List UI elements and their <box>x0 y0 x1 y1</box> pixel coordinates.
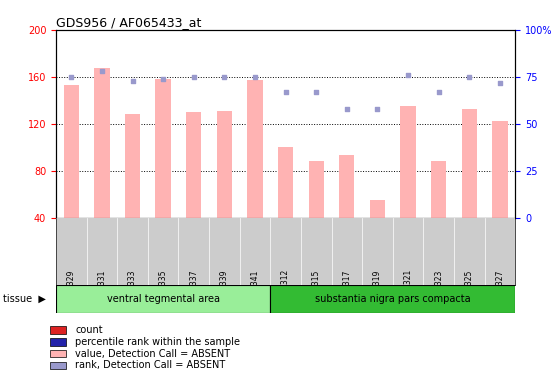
Text: percentile rank within the sample: percentile rank within the sample <box>76 337 240 347</box>
Point <box>158 76 167 82</box>
Point <box>312 89 321 95</box>
Point <box>97 68 106 74</box>
Point <box>220 74 229 80</box>
Text: tissue  ▶: tissue ▶ <box>3 294 46 304</box>
Bar <box>49 338 66 346</box>
Bar <box>64 85 79 218</box>
Text: GDS956 / AF065433_at: GDS956 / AF065433_at <box>56 16 202 29</box>
Bar <box>431 161 446 218</box>
Point <box>465 74 474 80</box>
Text: ventral tegmental area: ventral tegmental area <box>106 294 220 304</box>
Text: substantia nigra pars compacta: substantia nigra pars compacta <box>315 294 470 304</box>
Point <box>128 78 137 84</box>
Point <box>342 106 351 112</box>
Bar <box>270 285 515 313</box>
Bar <box>400 106 416 218</box>
Bar <box>217 111 232 218</box>
Bar <box>125 114 140 218</box>
Bar <box>278 147 293 218</box>
Bar <box>309 161 324 218</box>
Bar <box>339 155 354 218</box>
Point <box>281 89 290 95</box>
Bar <box>492 122 507 218</box>
Point <box>373 106 382 112</box>
Bar <box>186 112 202 218</box>
Text: value, Detection Call = ABSENT: value, Detection Call = ABSENT <box>76 349 231 358</box>
Bar <box>461 108 477 217</box>
Bar <box>49 362 66 369</box>
Bar <box>370 200 385 217</box>
Bar <box>56 285 270 313</box>
Point <box>189 74 198 80</box>
Bar <box>248 80 263 218</box>
Point <box>404 72 413 78</box>
Text: count: count <box>76 325 103 335</box>
Bar <box>156 79 171 218</box>
Point <box>67 74 76 80</box>
Point <box>250 74 259 80</box>
Point <box>434 89 443 95</box>
Point <box>496 80 505 86</box>
Bar <box>49 327 66 334</box>
Bar <box>49 350 66 357</box>
Bar <box>94 68 110 218</box>
Text: rank, Detection Call = ABSENT: rank, Detection Call = ABSENT <box>76 360 226 370</box>
